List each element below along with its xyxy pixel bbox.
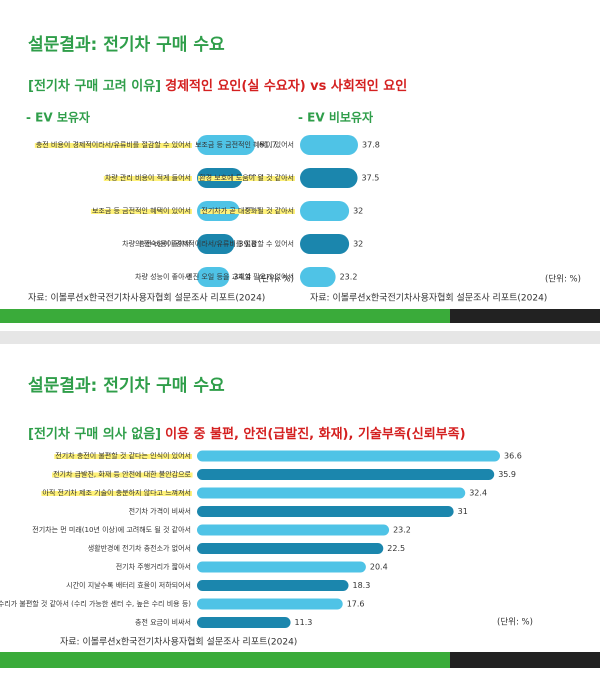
label-highlight bbox=[103, 176, 192, 181]
value-label: 37.5 bbox=[362, 174, 380, 183]
footer-bar-dark bbox=[450, 652, 600, 668]
footer-bar bbox=[0, 652, 450, 668]
bar bbox=[197, 487, 466, 499]
source: 자료: 이볼루션x한국전기차사용자협회 설문조사 리포트(2024) bbox=[28, 292, 265, 304]
value-label: 11.3 bbox=[295, 618, 313, 627]
category-label: 엔진 오일 등을 교체할 필요가 없어서 bbox=[186, 272, 294, 281]
bar bbox=[197, 234, 235, 254]
category-label: 차량의 정숙성이 좋아서 bbox=[122, 239, 191, 248]
value-label: 31 bbox=[458, 507, 468, 516]
unit-label: (단위: %) bbox=[497, 617, 533, 628]
bar bbox=[197, 598, 343, 610]
label-highlight bbox=[90, 209, 192, 214]
slide-separator bbox=[0, 331, 600, 344]
value-label: 32 bbox=[353, 240, 363, 249]
bar bbox=[197, 543, 384, 554]
subtitle-bracket: [전기차 구매 의사 없음] bbox=[28, 426, 161, 442]
value-label: 36.6 bbox=[504, 452, 522, 461]
category-label: 차량 관리 비용이 적게 들어서 bbox=[105, 173, 191, 182]
bar bbox=[197, 561, 366, 573]
category-label: 충전 비용이 경제적이라서/유류비를 절감할 수 있어서 bbox=[139, 239, 294, 248]
bar bbox=[300, 201, 350, 221]
value-label: 39.8 bbox=[238, 240, 256, 249]
chart-title: - EV 비보유자 bbox=[298, 110, 373, 125]
bar bbox=[300, 168, 358, 188]
bar bbox=[197, 524, 390, 536]
bar bbox=[197, 580, 349, 591]
value-label: 22.5 bbox=[387, 544, 405, 553]
unit-label: (단위: %) bbox=[258, 274, 294, 285]
category-label: 전기차는 먼 미래(10년 이상)에 고려해도 될 것 같아서 bbox=[32, 525, 191, 534]
value-label: 32 bbox=[353, 207, 363, 216]
label-highlight bbox=[34, 143, 192, 148]
category-label: 전기차 주행거리가 짧아서 bbox=[116, 562, 191, 571]
slide-subtitle: [전기차 구매 의사 없음] 이용 중 불편, 안전(급발진, 화재), 기술부족… bbox=[28, 426, 466, 442]
bar bbox=[197, 135, 255, 155]
category-label: 차량 성능이 좋아서 bbox=[135, 272, 191, 281]
subtitle-main: 경제적인 요인(실 수요자) vs 사회적인 요인 bbox=[165, 78, 407, 94]
bar bbox=[300, 234, 350, 254]
bar bbox=[197, 450, 500, 462]
footer-bar-dark bbox=[450, 309, 600, 323]
category-label: 환경 보호에 도움이 될 것 같아서 bbox=[199, 173, 294, 182]
bar bbox=[300, 135, 358, 155]
subtitle-main: 이용 중 불편, 안전(급발진, 화재), 기술부족(신뢰부족) bbox=[165, 426, 465, 442]
label-highlight bbox=[198, 176, 295, 181]
value-label: 37.8 bbox=[362, 141, 380, 150]
category-label: 전기차가 곧 대중화될 것 같아서 bbox=[201, 206, 294, 215]
value-label: 18.3 bbox=[353, 581, 371, 590]
category-label: 보조금 등 금전적인 혜택이 있어서 bbox=[195, 140, 294, 149]
bar bbox=[197, 506, 454, 517]
value-label: 20.4 bbox=[370, 563, 388, 572]
category-label: 전기차 충전이 불편할 것 같다는 인식이 있어서 bbox=[55, 451, 191, 460]
slide-title: 설문결과: 전기차 구매 수요 bbox=[28, 376, 225, 396]
label-highlight bbox=[200, 209, 295, 214]
category-label: 충전 비용이 경제적이라서/유류비를 절감할 수 있어서 bbox=[36, 140, 191, 149]
value-label: 35.9 bbox=[498, 470, 516, 479]
category-label: 수리가 불편할 것 같아서 (수리 가능한 센터 수, 높은 수리 비용 등) bbox=[0, 599, 191, 608]
bar bbox=[197, 617, 291, 628]
slide-subtitle: [전기차 구매 고려 이유] 경제적인 요인(실 수요자) vs 사회적인 요인 bbox=[28, 78, 407, 94]
bar bbox=[197, 267, 230, 287]
value-label: 61.7 bbox=[259, 141, 277, 150]
bar bbox=[300, 267, 336, 287]
bar bbox=[197, 469, 495, 480]
source: 자료: 이볼루션x한국전기차사용자협회 설문조사 리포트(2024) bbox=[60, 636, 297, 648]
slide-title: 설문결과: 전기차 구매 수요 bbox=[28, 35, 225, 55]
footer-bar bbox=[0, 309, 450, 323]
value-label: 17.6 bbox=[347, 600, 365, 609]
value-label: 32.4 bbox=[469, 489, 487, 498]
subtitle-bracket: [전기차 구매 고려 이유] bbox=[28, 78, 161, 94]
category-label: 충전 요금이 비싸서 bbox=[135, 618, 191, 627]
source: 자료: 이볼루션x한국전기차사용자협회 설문조사 리포트(2024) bbox=[310, 292, 547, 304]
value-label: 23.2 bbox=[340, 273, 358, 282]
category-label: 전기차 가격이 비싸서 bbox=[129, 507, 191, 516]
category-label: 아직 전기차 제조 기술이 충분하지 않다고 느껴져서 bbox=[42, 488, 191, 497]
category-label: 전기차 급발진, 화재 등 안전에 대한 불안감으로 bbox=[53, 470, 191, 479]
value-label: 34.4 bbox=[233, 273, 251, 282]
category-label: 보조금 등 금전적인 혜택이 있어서 bbox=[92, 206, 191, 215]
category-label: 시간이 지날수록 배터리 효율이 저하되어서 bbox=[66, 581, 191, 590]
value-label: 23.2 bbox=[393, 526, 411, 535]
chart-title: - EV 보유자 bbox=[26, 110, 90, 125]
unit-label: (단위: %) bbox=[545, 274, 581, 285]
label-highlight bbox=[52, 472, 193, 478]
category-label: 생활반경에 전기차 충전소가 없어서 bbox=[88, 544, 191, 553]
label-highlight bbox=[41, 491, 192, 496]
label-highlight bbox=[54, 454, 192, 459]
